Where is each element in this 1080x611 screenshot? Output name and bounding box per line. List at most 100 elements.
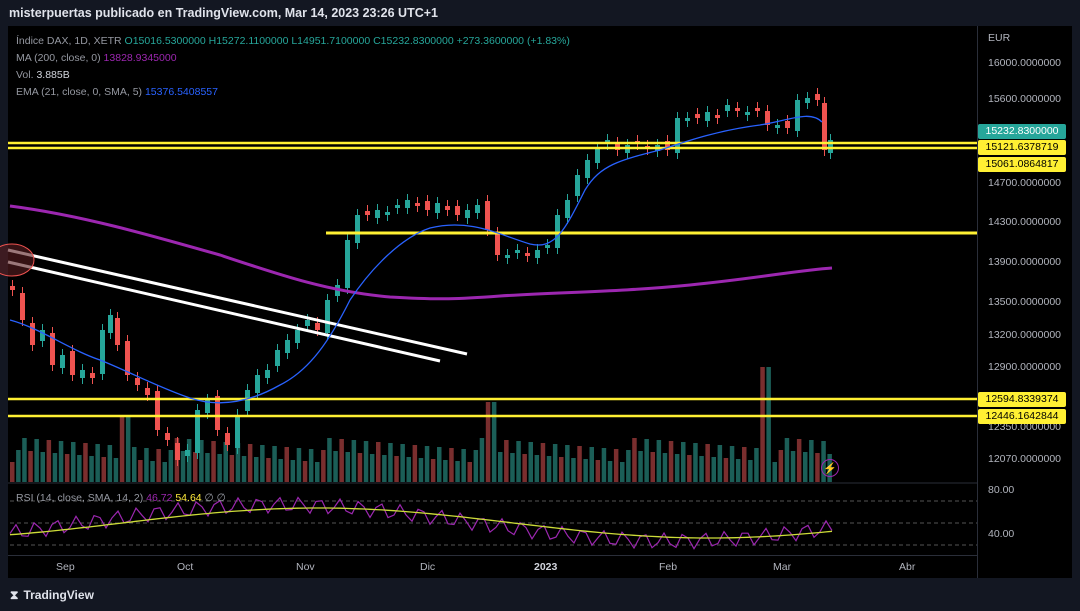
volume-bar	[516, 441, 521, 482]
candle-body	[705, 112, 710, 121]
volume-bar	[28, 451, 33, 482]
volume-bar	[644, 439, 649, 482]
volume-bar	[662, 453, 668, 482]
candle-body	[365, 211, 370, 215]
volume-bar	[205, 453, 210, 482]
candle-body	[695, 114, 700, 118]
legend-ema-value: 15376.5408557	[144, 86, 218, 98]
volume-bar	[394, 456, 399, 482]
volume-bar	[552, 444, 558, 482]
candle-body	[325, 300, 330, 333]
time-label: Dic	[420, 561, 436, 573]
candle-body	[40, 330, 45, 341]
candle-body	[60, 355, 65, 368]
volume-bar	[620, 462, 625, 482]
rsi-ma-value: 54.64	[175, 492, 202, 504]
volume-bar	[260, 445, 265, 482]
candle-body	[535, 250, 540, 258]
candle-body	[215, 396, 220, 430]
volume-bar	[150, 461, 155, 482]
time-label: Abr	[899, 561, 916, 573]
volume-bar	[272, 446, 277, 482]
publish-title: misterpuertas publicado en TradingView.c…	[9, 6, 438, 20]
rsi-legend[interactable]: RSI (14, close, SMA, 14, 2) 46.72 54.64 …	[16, 492, 226, 504]
level-price-tag: 12594.8339374	[978, 392, 1066, 407]
ma200-line	[9, 204, 833, 301]
price-tick: 12070.0000000	[988, 453, 1061, 465]
volume-bar	[687, 455, 692, 482]
volume-bar	[168, 450, 174, 482]
volume-bar	[589, 447, 594, 482]
volume-bar	[796, 439, 802, 482]
tradingview-mark-icon: ⧗	[10, 588, 19, 602]
legend-vol-row[interactable]: Vol. 3.885B	[16, 67, 570, 84]
volume-bar	[284, 447, 289, 482]
volume-bar	[479, 438, 485, 482]
candle-body	[405, 200, 410, 208]
candle-body	[90, 373, 95, 378]
candle-body	[265, 370, 270, 378]
price-tick: 15600.0000000	[988, 93, 1061, 105]
volume-bar	[266, 458, 271, 482]
volume-bar	[705, 444, 710, 482]
trendline-upper	[7, 248, 468, 356]
volume-bar	[229, 455, 235, 482]
lightning-icon[interactable]: ⚡	[821, 459, 839, 477]
volume-bar	[717, 445, 723, 482]
volume-bar	[522, 454, 527, 482]
legend-symbol: Índice DAX, 1D, XETR	[16, 35, 122, 47]
candle-body	[795, 100, 800, 131]
volume-bar	[455, 461, 460, 482]
volume-bar	[333, 451, 338, 482]
volume-bar	[491, 402, 497, 482]
volume-bars	[10, 367, 832, 482]
candle-body	[295, 330, 300, 343]
volume-bar	[510, 453, 515, 482]
volume-bar	[729, 446, 735, 482]
candle-body	[745, 112, 750, 115]
volume-bar	[607, 461, 613, 482]
candle-body	[315, 323, 320, 330]
volume-bar	[162, 462, 167, 482]
volume-bar	[101, 457, 106, 482]
ema21-line	[9, 115, 823, 404]
price-scale[interactable]: EUR 16000.0000000 15600.0000000 14700.00…	[977, 26, 1073, 578]
volume-bar	[132, 447, 137, 482]
volume-bar	[540, 443, 546, 482]
legend-ma-row[interactable]: MA (200, close, 0) 13828.9345000	[16, 50, 570, 67]
last-price-tag: 15232.8300000	[978, 124, 1066, 139]
candle-body	[775, 125, 780, 128]
volume-bar	[217, 454, 222, 482]
candle-body	[575, 175, 580, 196]
volume-bar	[815, 453, 820, 482]
volume-bar	[748, 460, 753, 482]
tradingview-logo[interactable]: ⧗ TradingView	[10, 588, 94, 603]
candle-body	[255, 375, 260, 393]
volume-bar	[363, 441, 369, 482]
candle-body	[805, 98, 810, 103]
volume-bar	[339, 439, 344, 482]
volume-bar	[16, 450, 21, 482]
candle-body	[225, 433, 230, 445]
volume-bar	[534, 455, 540, 482]
candle-body	[375, 210, 380, 218]
volume-bar	[699, 456, 704, 482]
volume-bar	[107, 445, 113, 482]
level-price-tag: 15121.6378719	[978, 140, 1066, 155]
candle-body	[165, 433, 170, 440]
candle-body	[355, 215, 360, 243]
time-axis[interactable]: Sep Oct Nov Dic 2023 Feb Mar Abr	[8, 555, 977, 578]
legend-ema-row[interactable]: EMA (21, close, 0, SMA, 5) 15376.5408557	[16, 84, 570, 101]
candle-body	[525, 253, 530, 256]
candle-body	[115, 318, 120, 345]
volume-bar	[10, 462, 15, 482]
volume-bar	[241, 456, 247, 482]
candle-body	[445, 206, 450, 210]
candle-body	[185, 450, 190, 456]
candle-body	[715, 115, 720, 118]
candle-body	[515, 250, 520, 253]
volume-bar	[693, 443, 698, 482]
candle-body	[785, 121, 790, 128]
volume-bar	[485, 402, 491, 482]
